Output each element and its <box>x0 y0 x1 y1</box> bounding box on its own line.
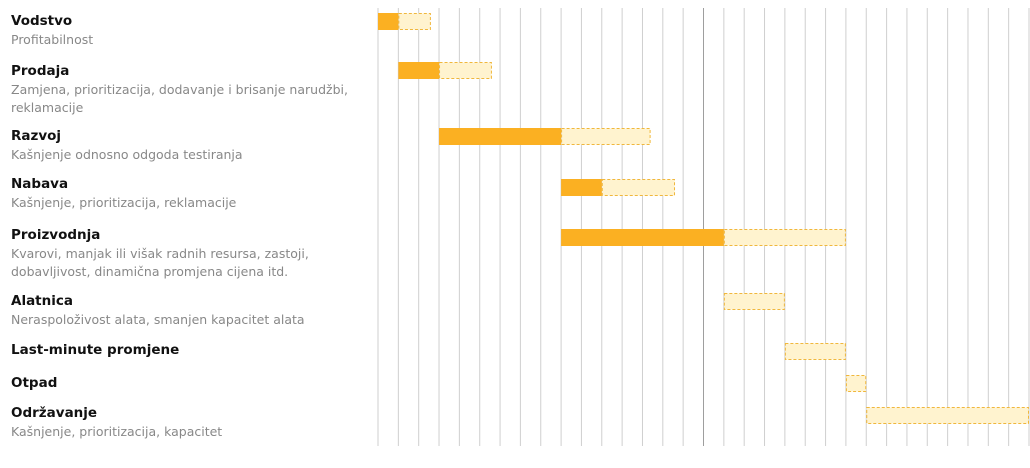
row-description: Profitabilnost <box>11 32 94 47</box>
row-title: Održavanje <box>11 405 98 421</box>
planned-bar <box>723 229 846 246</box>
actual-bar <box>561 179 602 196</box>
planned-bar <box>723 293 785 310</box>
row-label-2: Prodaja Zamjena, prioritizacija, dodavanj… <box>11 63 371 117</box>
actual-bar <box>439 128 562 145</box>
row-title: Otpad <box>11 375 58 391</box>
row-description: Kašnjenje, prioritizacija, kapacitet <box>11 424 223 439</box>
row-label-1: Vodstvo Profitabilnost <box>11 13 371 49</box>
row-description: Kašnjenje odnosno odgoda testiranja <box>11 147 243 162</box>
planned-bar <box>601 179 676 196</box>
row-description: Zamjena, prioritizacija, dodavanje i bri… <box>11 82 348 115</box>
planned-bar <box>784 343 846 360</box>
planned-bar <box>866 407 1029 424</box>
row-description: Kvarovi, manjak ili višak radnih resursa… <box>11 246 309 279</box>
planned-bar <box>845 375 867 392</box>
planned-bar <box>561 128 651 145</box>
row-label-6: Alatnica Neraspoloživost alata, smanjen k… <box>11 293 371 329</box>
planned-bar <box>398 13 431 30</box>
actual-bar <box>398 62 440 79</box>
row-label-8: Otpad <box>11 375 371 392</box>
row-labels: Vodstvo Profitabilnost Prodaja Zamjena, pri… <box>0 0 370 468</box>
row-label-9: Održavanje Kašnjenje, prioritizacija, kap… <box>11 405 371 441</box>
row-label-4: Nabava Kašnjenje, prioritizacija, reklama… <box>11 176 371 212</box>
row-label-7: Last-minute promjene <box>11 342 371 359</box>
row-description: Kašnjenje, prioritizacija, reklamacije <box>11 195 237 210</box>
planned-bar <box>439 62 492 79</box>
row-label-5: Proizvodnja Kvarovi, manjak ili višak rad… <box>11 227 371 281</box>
row-title: Alatnica <box>11 293 73 309</box>
actual-bar <box>378 13 399 30</box>
actual-bar <box>561 229 724 246</box>
row-title: Proizvodnja <box>11 227 101 243</box>
row-description: Neraspoloživost alata, smanjen kapacitet… <box>11 312 305 327</box>
row-title: Prodaja <box>11 63 70 79</box>
row-title: Razvoj <box>11 128 62 144</box>
row-title: Last-minute promjene <box>11 342 180 358</box>
row-title: Vodstvo <box>11 13 73 29</box>
row-title: Nabava <box>11 176 69 192</box>
row-label-3: Razvoj Kašnjenje odnosno odgoda testiranj… <box>11 128 371 164</box>
